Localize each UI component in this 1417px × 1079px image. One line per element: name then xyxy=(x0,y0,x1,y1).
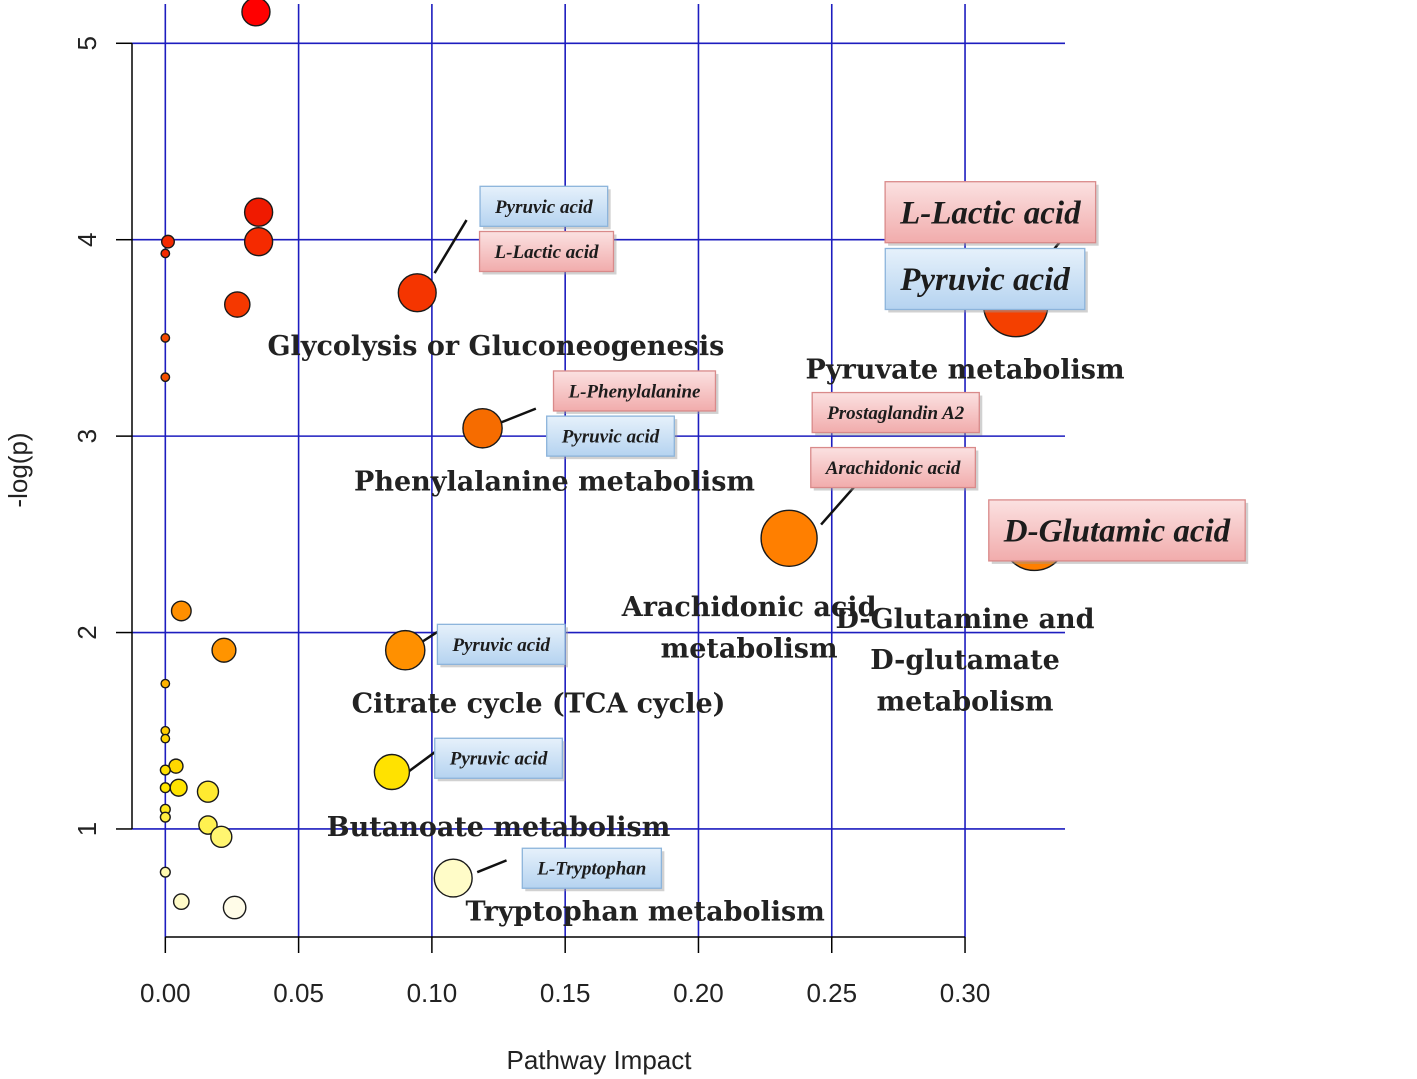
y-tick-label: 4 xyxy=(72,232,102,246)
y-tick-label: 3 xyxy=(72,429,102,443)
pathway-point xyxy=(243,197,274,227)
compound-label-text: Pyruvic acid xyxy=(449,749,548,770)
pathway-point xyxy=(170,600,192,622)
compound-label: D-Glutamic acid xyxy=(988,499,1249,564)
leader-line xyxy=(433,219,468,274)
pathway-point xyxy=(397,273,437,313)
compound-label-text: Pyruvic acid xyxy=(451,635,550,656)
compound-box-red xyxy=(988,499,1246,562)
compound-label: Pyruvic acid xyxy=(436,623,569,668)
y-tick-label: 5 xyxy=(72,36,102,50)
pathway-point xyxy=(172,893,190,911)
x-tick-label: 0.30 xyxy=(940,978,991,1008)
pathway-point xyxy=(223,291,251,318)
pathway-point xyxy=(196,780,220,803)
x-tick-label: 0.20 xyxy=(673,978,724,1008)
compound-box-blue xyxy=(434,737,563,779)
pathway-name-label: D-Glutamine and xyxy=(835,604,1094,635)
pathway-point xyxy=(159,782,171,794)
pathway-point xyxy=(241,0,271,27)
pathway-name-label: metabolism xyxy=(877,686,1054,717)
pathway-name-label: Butanoate metabolism xyxy=(327,812,671,843)
x-tick-label: 0.00 xyxy=(140,978,191,1008)
y-tick-label: 1 xyxy=(72,822,102,836)
y-axis-title: -log(p) xyxy=(3,432,33,507)
pathway-point xyxy=(160,248,171,259)
compound-box-red xyxy=(552,370,717,412)
pathway-point xyxy=(211,637,237,663)
pathway-point xyxy=(222,895,247,920)
compound-label-text: Pyruvic acid xyxy=(899,262,1070,298)
pathway-name-label: Arachidonic acid xyxy=(621,592,877,623)
pathway-name-label: D-glutamate xyxy=(870,645,1060,676)
compound-label: Prostaglandin A2 xyxy=(811,391,983,436)
pathway-point xyxy=(160,678,171,689)
compound-label-text: Arachidonic acid xyxy=(825,458,961,479)
pathway-point xyxy=(168,758,184,774)
pathway-point xyxy=(462,407,503,449)
compound-label: Pyruvic acid xyxy=(884,247,1088,313)
compound-box-blue xyxy=(546,415,675,457)
pathway-name-label: Pyruvate metabolism xyxy=(806,354,1125,385)
x-axis-title: Pathway Impact xyxy=(507,1045,693,1075)
pathway-name-label: Citrate cycle (TCA cycle) xyxy=(352,688,726,719)
pathway-point xyxy=(373,753,411,791)
compound-box-red xyxy=(810,446,977,489)
x-tick-label: 0.25 xyxy=(806,978,857,1008)
compound-label-text: L-Phenylalanine xyxy=(568,381,702,402)
compound-label: L-Phenylalanine xyxy=(552,370,719,414)
compound-label-text: Prostaglandin A2 xyxy=(826,403,965,424)
pathway-point xyxy=(169,778,188,797)
compound-box-blue xyxy=(436,623,566,665)
compound-label: L-Lactic acid xyxy=(478,230,617,275)
pathway-point xyxy=(160,733,171,744)
x-tick-label: 0.15 xyxy=(540,978,591,1008)
pathway-name-label: Glycolysis or Gluconeogenesis xyxy=(267,331,724,362)
pathway-point xyxy=(210,825,233,849)
pathway-point xyxy=(384,629,426,671)
pathway-point xyxy=(159,866,171,878)
pathway-point xyxy=(159,764,171,776)
leader-line xyxy=(820,484,857,526)
compound-box-red xyxy=(478,230,615,273)
compound-box-blue xyxy=(884,247,1086,311)
pathway-point xyxy=(160,725,171,736)
x-tick-label: 0.05 xyxy=(273,978,324,1008)
y-tick-label: 2 xyxy=(72,625,102,639)
pathway-point xyxy=(433,858,473,898)
compound-label: Pyruvic acid xyxy=(479,185,611,230)
compound-label-text: D-Glutamic acid xyxy=(1003,514,1231,550)
compound-box-red xyxy=(811,391,980,434)
leader-line xyxy=(476,859,507,874)
compound-box-red xyxy=(884,181,1097,244)
compound-label-text: Pyruvic acid xyxy=(561,427,660,448)
pathway-name-label: Phenylalanine metabolism xyxy=(354,466,755,497)
pathway-point xyxy=(198,815,218,835)
compound-label: L-Lactic acid xyxy=(884,181,1099,246)
compound-label-text: L-Lactic acid xyxy=(494,242,599,263)
pathway-point xyxy=(160,333,171,343)
compound-labels: Pyruvic acid L-Lactic acid L-Lactic acid Py… xyxy=(434,181,1249,892)
compound-box-blue xyxy=(521,847,663,889)
pathway-point xyxy=(159,811,171,823)
pathway-labels: Glycolysis or Gluconeogenesis Pyruvate me… xyxy=(267,331,1124,928)
pathway-point xyxy=(160,372,171,383)
compound-label: L-Tryptophan xyxy=(521,847,665,892)
compound-label: Pyruvic acid xyxy=(546,415,678,460)
compound-box-blue xyxy=(479,185,609,227)
compound-label-text: L-Tryptophan xyxy=(536,859,646,880)
leader-line xyxy=(500,407,537,424)
compound-label-text: L-Lactic acid xyxy=(899,195,1081,231)
compound-label: Arachidonic acid xyxy=(810,446,979,491)
pathway-name-label: Tryptophan metabolism xyxy=(465,896,824,927)
axes: 1 2 3 4 5 0.00 0.05 0.10 0.15 0.20 0.25 0.30 xyxy=(72,36,990,1008)
pathway-point xyxy=(760,509,818,567)
pathway-name-label: metabolism xyxy=(661,633,838,664)
pathway-point xyxy=(160,234,175,249)
x-tick-label: 0.10 xyxy=(407,978,458,1008)
compound-label: Pyruvic acid xyxy=(434,737,566,782)
pathway-point xyxy=(243,226,274,257)
compound-label-text: Pyruvic acid xyxy=(494,197,593,218)
